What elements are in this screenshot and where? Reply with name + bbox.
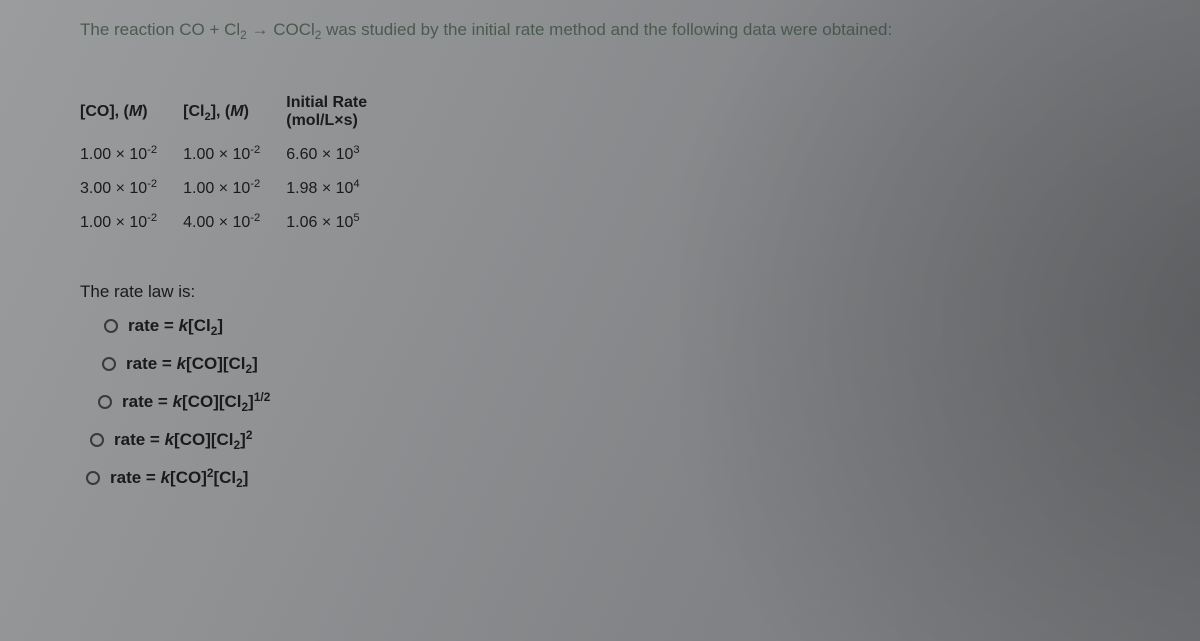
cl-post: ], ( [211, 103, 231, 120]
cell-cl: 1.00 × 10-2 [183, 172, 286, 206]
option-text: rate = k[CO]2[Cl2] [110, 468, 248, 488]
mantissa: 1.98 × 10 [286, 180, 353, 197]
opt-mid: [Cl [188, 316, 211, 335]
cell-rate: 1.06 × 105 [286, 206, 393, 240]
opt-pre: rate = [114, 430, 165, 449]
cell-rate: 1.98 × 104 [286, 172, 393, 206]
prompt-text: The reaction CO + Cl2 → COCl2 was studie… [80, 20, 1200, 40]
opt-pre: rate = [126, 354, 177, 373]
opt-sup: 1/2 [254, 390, 271, 404]
opt-pre: rate = [122, 392, 173, 411]
rate-line1: Initial Rate [286, 94, 367, 112]
opt-pre: rate = [128, 316, 179, 335]
option-text: rate = k[CO][Cl2]2 [114, 430, 252, 450]
table-row: 1.00 × 10-2 4.00 × 10-2 1.06 × 105 [80, 206, 393, 240]
option-3[interactable]: rate = k[CO][Cl2]1/2 [98, 392, 1200, 412]
opt-sub: 2 [246, 362, 253, 376]
prompt-post: was studied by the initial rate method a… [321, 20, 892, 39]
opt-k: k [173, 392, 182, 411]
prompt-mid: COCl [273, 20, 315, 39]
opt-post: ] [248, 392, 254, 411]
radio-icon[interactable] [86, 471, 100, 485]
exponent: 4 [353, 178, 359, 190]
table-header-row: [CO], (M) [Cl2], (M) Initial Rate (mol/L… [80, 86, 393, 138]
opt-post: ] [240, 430, 246, 449]
opt-mid: [CO][Cl [174, 430, 233, 449]
cl-close: ) [244, 103, 249, 120]
co-italic: M [129, 103, 142, 120]
opt-sub: 2 [242, 400, 249, 414]
option-text: rate = k[CO][Cl2]1/2 [122, 392, 270, 412]
opt-sub: 2 [211, 324, 218, 338]
opt-sup1: 2 [207, 466, 214, 480]
exponent: -2 [250, 178, 260, 190]
opt-k: k [177, 354, 186, 373]
prompt-sub1: 2 [240, 28, 247, 42]
option-2[interactable]: rate = k[CO][Cl2] [102, 354, 1200, 374]
opt-mid: [CO][Cl [182, 392, 241, 411]
mantissa: 1.00 × 10 [183, 180, 250, 197]
opt-mid: [CO] [170, 468, 207, 487]
cell-cl: 1.00 × 10-2 [183, 138, 286, 172]
data-table: [CO], (M) [Cl2], (M) Initial Rate (mol/L… [80, 86, 393, 240]
cell-cl: 4.00 × 10-2 [183, 206, 286, 240]
option-text: rate = k[Cl2] [128, 316, 223, 336]
opt-pre: rate = [110, 468, 161, 487]
opt-k: k [161, 468, 170, 487]
opt-mid: [CO][Cl [186, 354, 245, 373]
mantissa: 3.00 × 10 [80, 180, 147, 197]
rate-law-label: The rate law is: [80, 282, 1200, 302]
exponent: -2 [250, 144, 260, 156]
option-5[interactable]: rate = k[CO]2[Cl2] [86, 468, 1200, 488]
col-header-cl: [Cl2], (M) [183, 86, 286, 138]
table-row: 1.00 × 10-2 1.00 × 10-2 6.60 × 103 [80, 138, 393, 172]
mantissa: 4.00 × 10 [183, 214, 250, 231]
co-label: [CO], ( [80, 103, 129, 120]
option-4[interactable]: rate = k[CO][Cl2]2 [90, 430, 1200, 450]
cell-co: 3.00 × 10-2 [80, 172, 183, 206]
cl-italic: M [230, 103, 243, 120]
opt-sup: 2 [246, 428, 253, 442]
opt-k: k [179, 316, 188, 335]
prompt-pre: The reaction CO + Cl [80, 20, 240, 39]
exponent: -2 [147, 178, 157, 190]
opt-sub: 2 [234, 438, 241, 452]
mantissa: 1.00 × 10 [80, 214, 147, 231]
question-page: The reaction CO + Cl2 → COCl2 was studie… [0, 0, 1200, 641]
cell-co: 1.00 × 10-2 [80, 138, 183, 172]
mantissa: 6.60 × 10 [286, 146, 353, 163]
option-1[interactable]: rate = k[Cl2] [104, 316, 1200, 336]
mantissa: 1.00 × 10 [183, 146, 250, 163]
exponent: -2 [147, 144, 157, 156]
radio-icon[interactable] [98, 395, 112, 409]
prompt-arrow: → [247, 20, 273, 39]
cell-rate: 6.60 × 103 [286, 138, 393, 172]
col-header-rate: Initial Rate (mol/L×s) [286, 86, 393, 138]
exponent: -2 [250, 212, 260, 224]
radio-icon[interactable] [104, 319, 118, 333]
opt-mid2: [Cl [213, 468, 236, 487]
options-group: rate = k[Cl2] rate = k[CO][Cl2] rate = k… [90, 316, 1200, 488]
cl-pre: [Cl [183, 103, 204, 120]
col-header-co: [CO], (M) [80, 86, 183, 138]
radio-icon[interactable] [90, 433, 104, 447]
co-close: ) [142, 103, 147, 120]
opt-post: ] [252, 354, 258, 373]
table-row: 3.00 × 10-2 1.00 × 10-2 1.98 × 104 [80, 172, 393, 206]
exponent: 3 [353, 144, 359, 156]
opt-post: ] [217, 316, 223, 335]
radio-icon[interactable] [102, 357, 116, 371]
cell-co: 1.00 × 10-2 [80, 206, 183, 240]
opt-post: ] [243, 468, 249, 487]
rate-line2: (mol/L×s) [286, 112, 367, 130]
prompt-sub2: 2 [315, 28, 322, 42]
option-text: rate = k[CO][Cl2] [126, 354, 258, 374]
mantissa: 1.06 × 10 [286, 214, 353, 231]
exponent: -2 [147, 212, 157, 224]
mantissa: 1.00 × 10 [80, 146, 147, 163]
cl-sub: 2 [204, 111, 210, 123]
opt-k: k [165, 430, 174, 449]
opt-sub: 2 [236, 476, 243, 490]
exponent: 5 [353, 212, 359, 224]
